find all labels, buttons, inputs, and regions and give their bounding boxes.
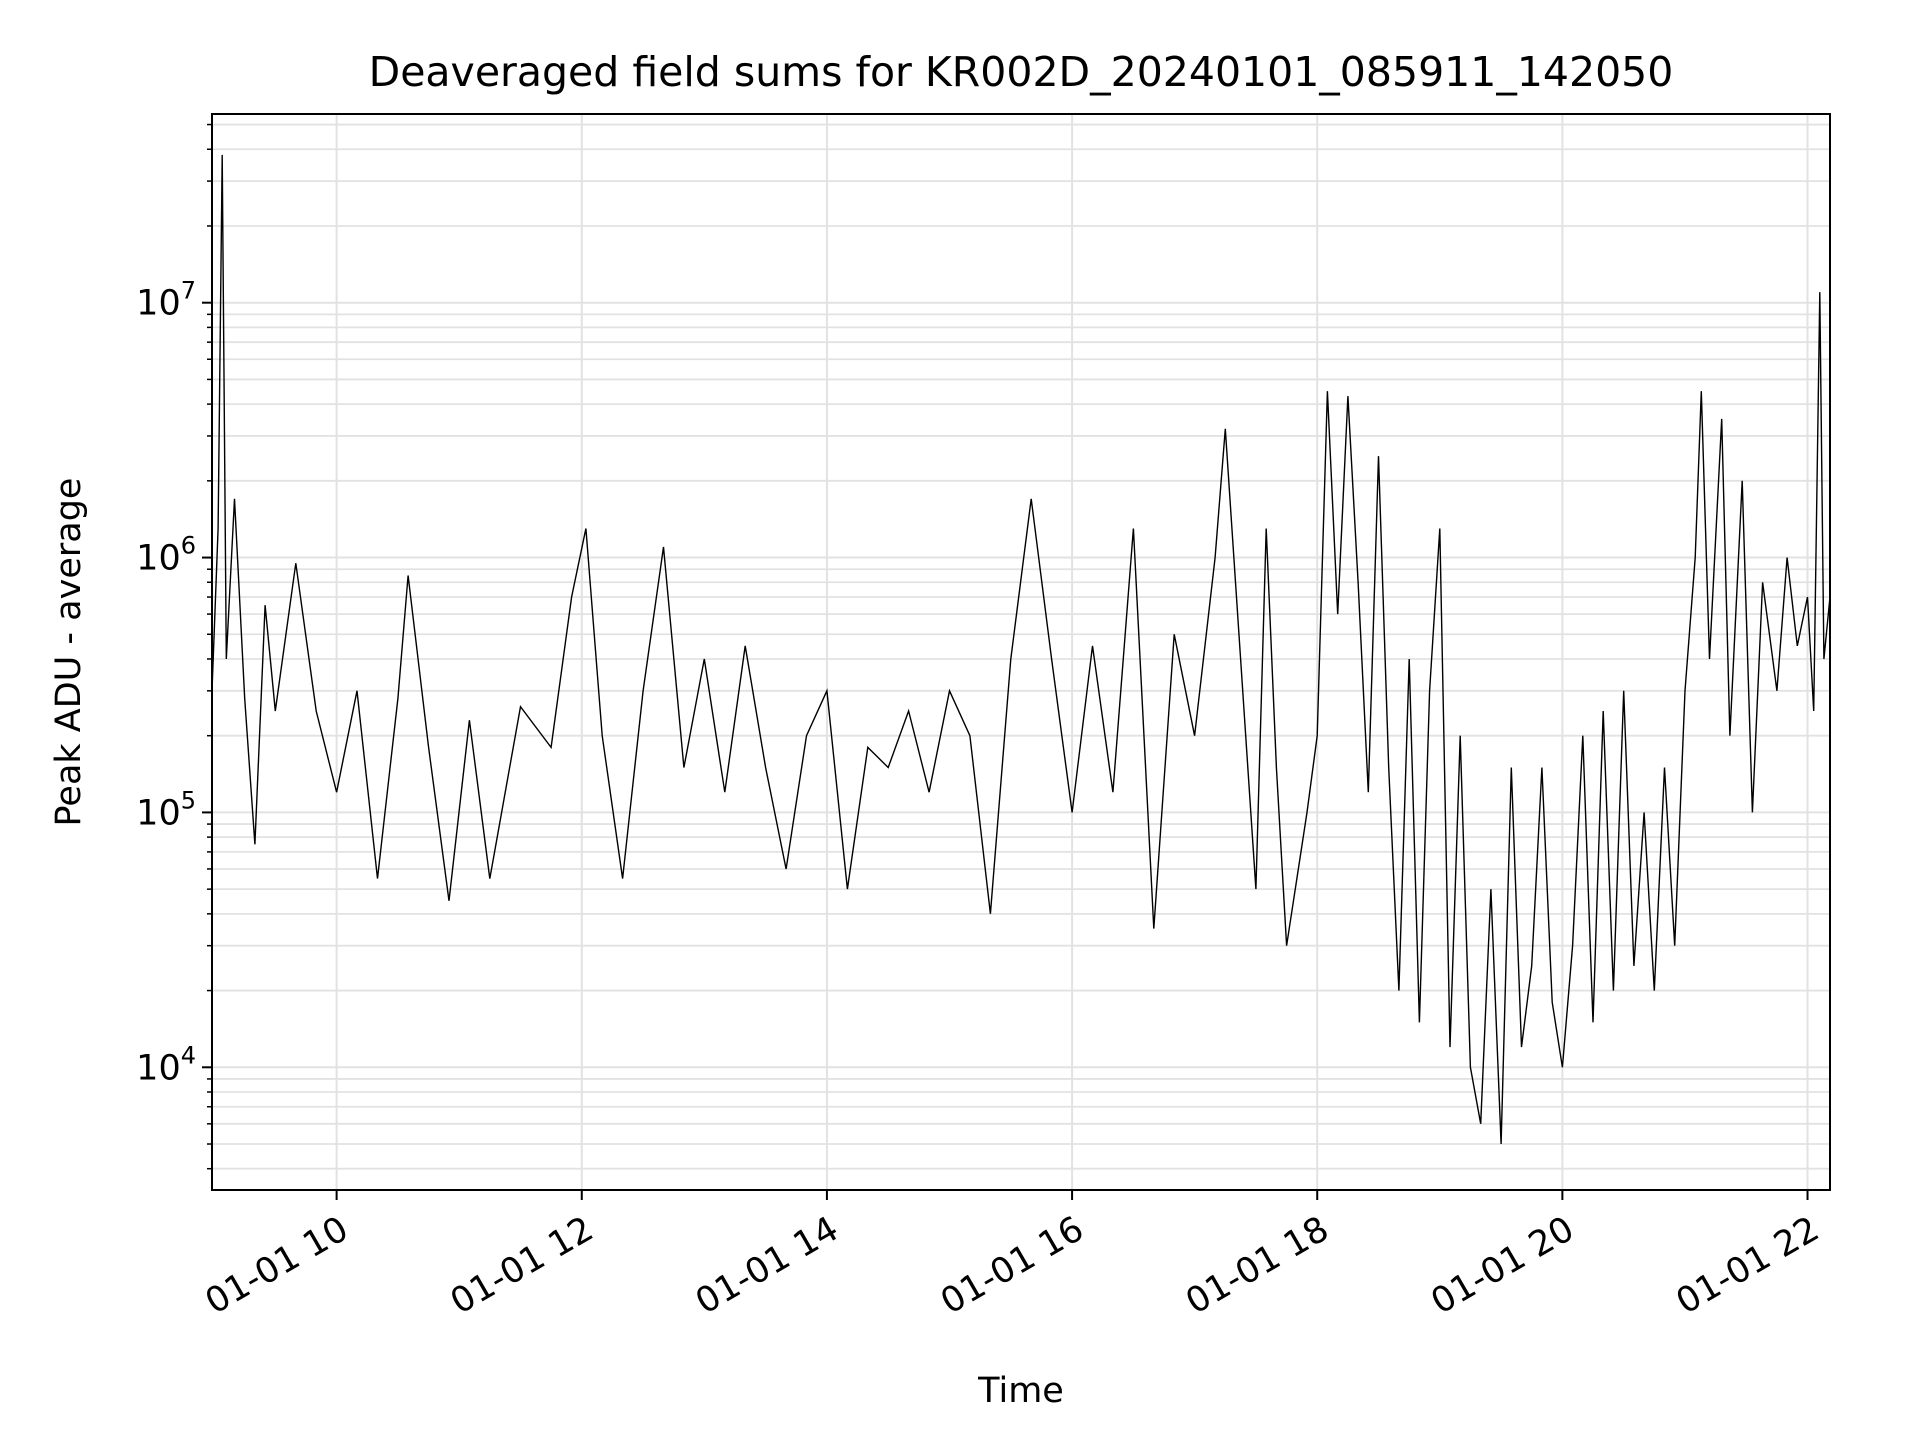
y-axis-label: Peak ADU - average xyxy=(49,478,89,827)
chart-title: Deaveraged field sums for KR002D_2024010… xyxy=(369,48,1674,96)
plot-frame xyxy=(211,113,1831,1191)
y-tick-label: 107 xyxy=(136,277,196,324)
x-axis-label: Time xyxy=(977,1371,1064,1411)
y-axis: 104 105 106 107 xyxy=(136,123,212,1170)
y-tick-label: 105 xyxy=(136,786,196,833)
y-tick-label: 106 xyxy=(136,532,196,579)
grid xyxy=(212,114,1830,1190)
series-line xyxy=(211,154,1831,1145)
series-layer xyxy=(211,154,1831,1145)
y-tick-label: 104 xyxy=(136,1041,196,1088)
